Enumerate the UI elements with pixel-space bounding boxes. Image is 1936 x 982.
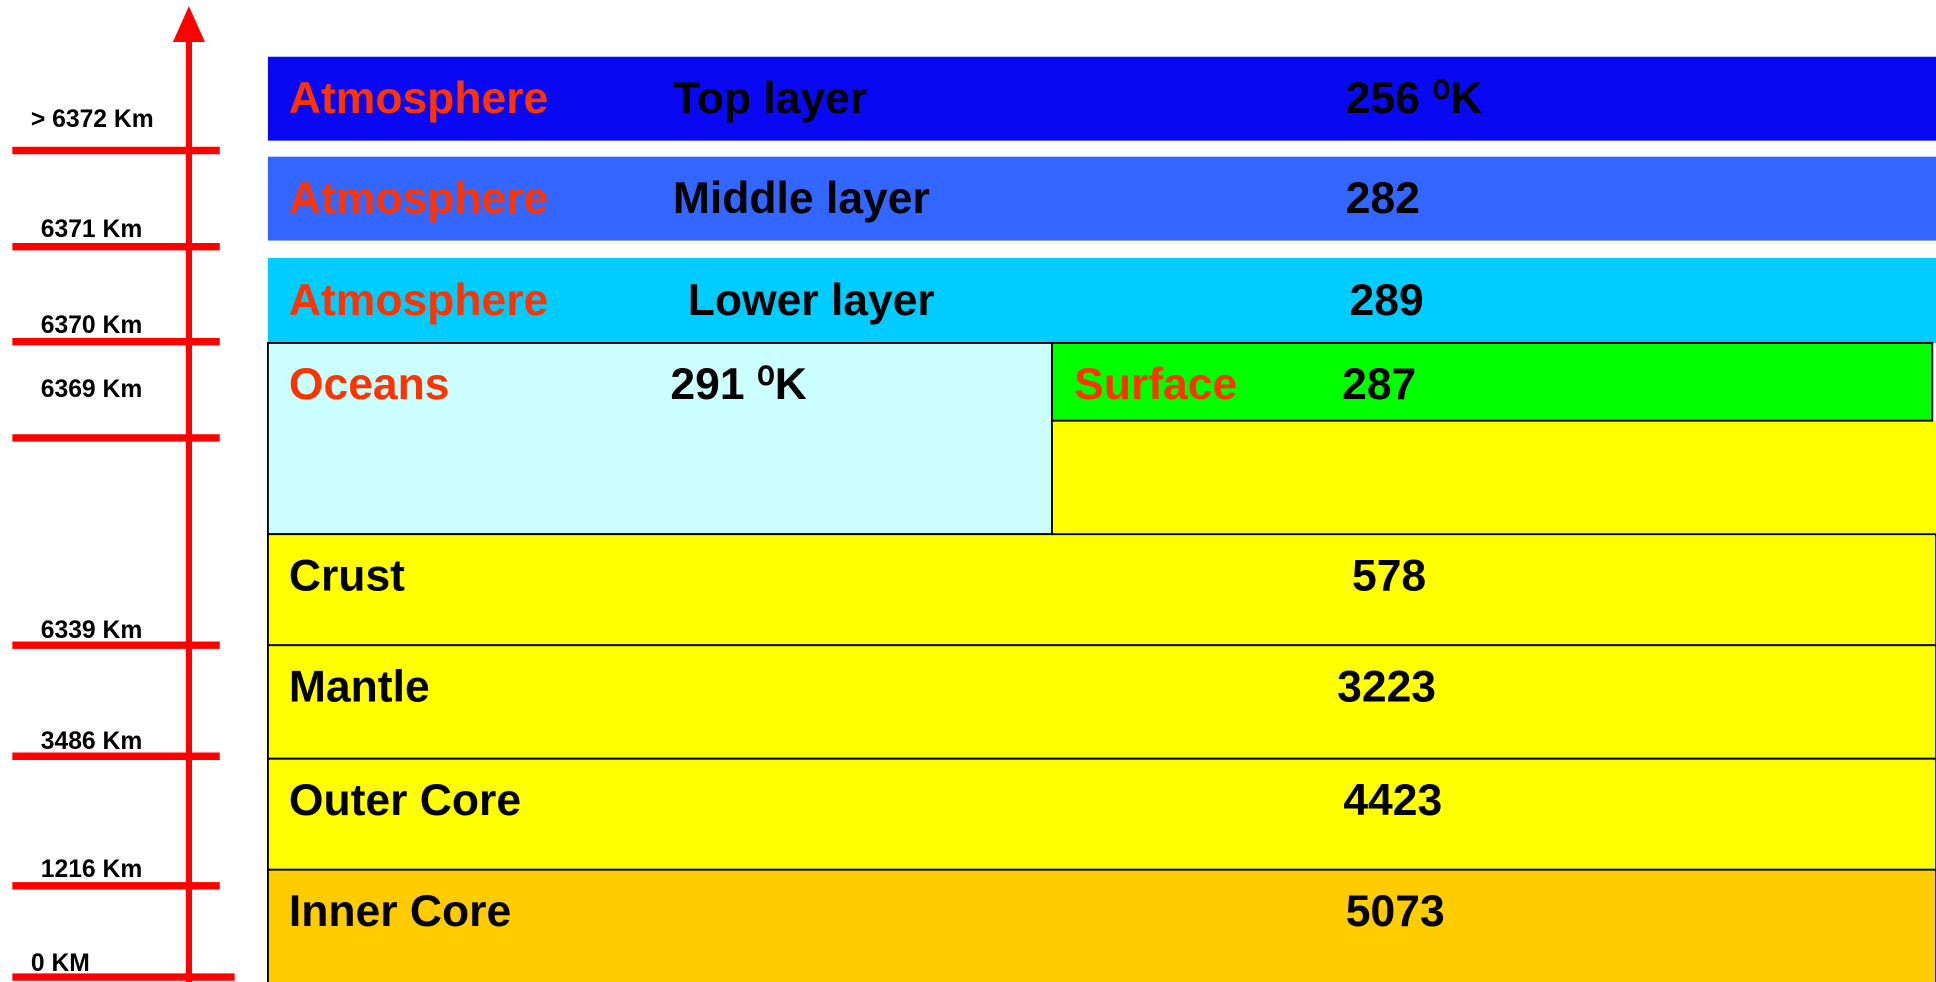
layer-label: Lower layer [688, 276, 935, 325]
top-layer-band [267, 56, 1936, 141]
temperature: 287 [1342, 360, 1416, 409]
temperature: 578 [1352, 551, 1426, 600]
surface-band [1051, 342, 1934, 422]
axis-label: 6339 Km [41, 617, 143, 644]
layer-name: Surface [1074, 360, 1237, 409]
land-band [1051, 420, 1936, 545]
axis-label: 0 KM [31, 950, 90, 977]
inner-core-band [267, 868, 1936, 982]
axis-arrow [172, 6, 205, 42]
temperature: 3223 [1337, 662, 1436, 711]
temperature: 4423 [1343, 776, 1442, 825]
temperature: 282 [1346, 174, 1420, 223]
layer-name: Atmosphere [289, 174, 548, 223]
temperature: 291 ⁰K [670, 360, 806, 409]
layer-name: Outer Core [289, 776, 521, 825]
axis-label: 6370 Km [41, 312, 143, 339]
axis-label: 3486 Km [41, 728, 143, 755]
lower-layer-band [267, 257, 1936, 343]
temperature: 5073 [1346, 887, 1445, 936]
crust-band [267, 533, 1936, 647]
temperature: 289 [1350, 276, 1424, 325]
axis-label: > 6372 Km [31, 106, 154, 133]
axis-label: 6371 Km [41, 216, 143, 243]
temperature: 256 ⁰K [1346, 74, 1482, 123]
layer-label: Top layer [673, 74, 867, 123]
mantle-band [267, 644, 1936, 760]
layer-name: Atmosphere [289, 74, 548, 123]
layer-label: Middle layer [673, 174, 930, 223]
layer-name: Atmosphere [289, 276, 548, 325]
layer-name: Oceans [289, 360, 450, 409]
axis-label: 1216 Km [41, 856, 143, 883]
layer-name: Inner Core [289, 887, 511, 936]
layer-name: Mantle [289, 662, 430, 711]
middle-layer-band [267, 156, 1936, 241]
oceans-band [267, 342, 1053, 536]
layer-name: Crust [289, 551, 405, 600]
axis-label: 6369 Km [41, 376, 143, 403]
